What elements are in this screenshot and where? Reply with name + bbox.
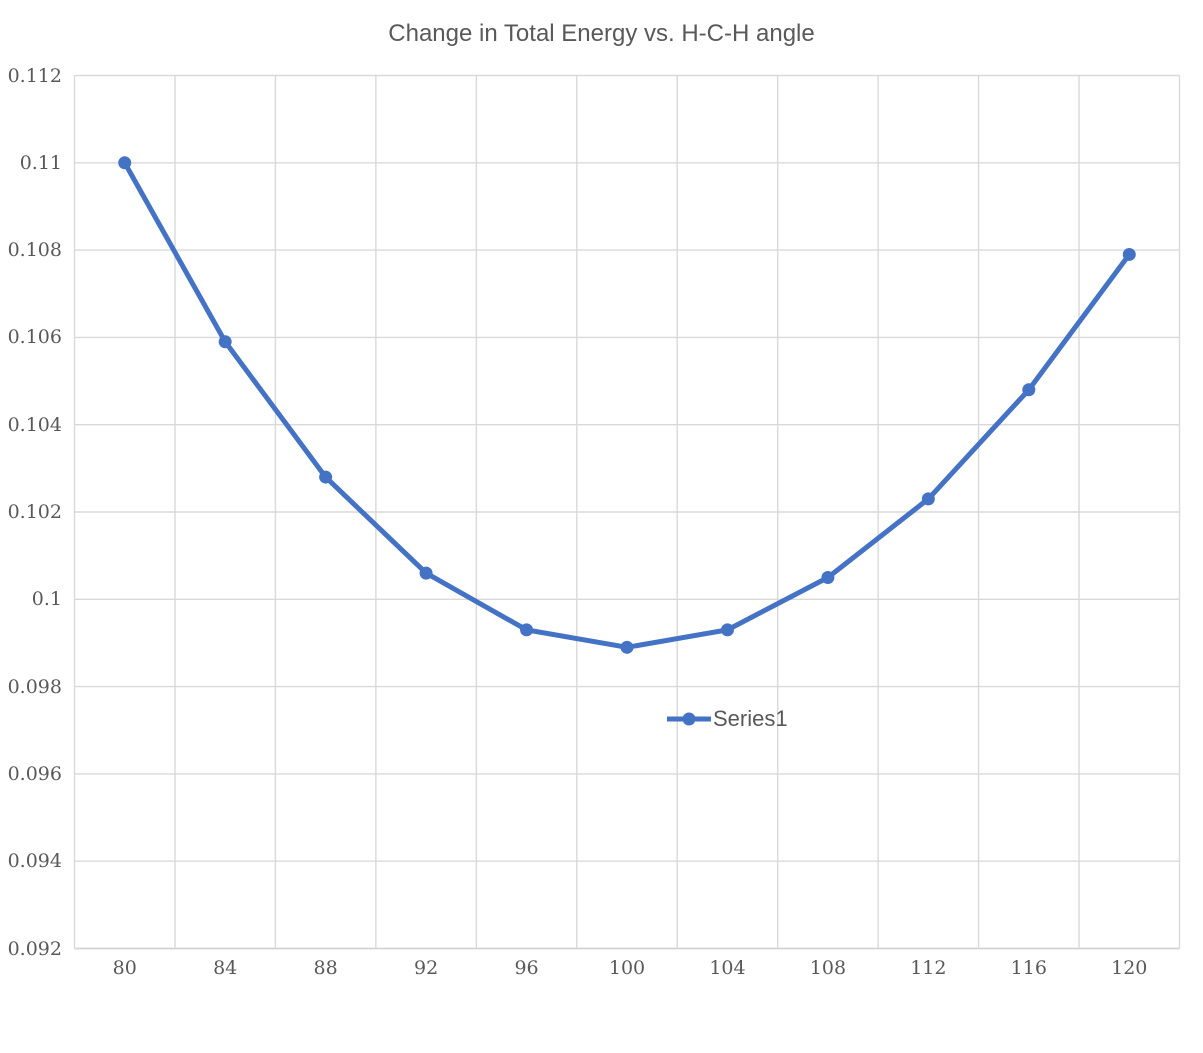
y-tick-label: 0.098 [7,675,62,698]
y-tick-label: 0.104 [7,413,62,436]
x-tick-label: 96 [514,957,539,979]
y-tick-label: 0.112 [7,64,62,87]
y-tick-label: 0.11 [19,151,62,174]
x-tick-label: 84 [213,957,238,979]
y-tick-label: 0.108 [7,239,62,262]
x-tick-label: 112 [910,957,947,979]
y-tick-label: 0.1 [31,588,62,611]
x-tick-label: 100 [608,957,646,979]
legend: Series1 [666,705,788,733]
x-tick-label: 120 [1111,957,1148,979]
y-tick-label: 0.106 [7,326,62,349]
x-tick-label: 88 [313,957,338,979]
x-tick-label: 92 [413,957,439,979]
y-tick-label: 0.094 [7,850,62,873]
x-tick-label: 104 [709,957,746,979]
y-tick-label: 0.092 [7,937,62,960]
x-tick-label: 80 [112,957,137,979]
y-tick-label: 0.102 [7,501,62,523]
chart-title: Change in Total Energy vs. H-C-H angle [388,20,815,47]
x-tick-label: 108 [809,957,847,979]
legend-series-label: Series1 [713,706,788,731]
y-tick-label: 0.096 [7,762,62,785]
x-tick-label: 116 [1010,957,1047,979]
legend-line-marker-icon [667,712,711,726]
